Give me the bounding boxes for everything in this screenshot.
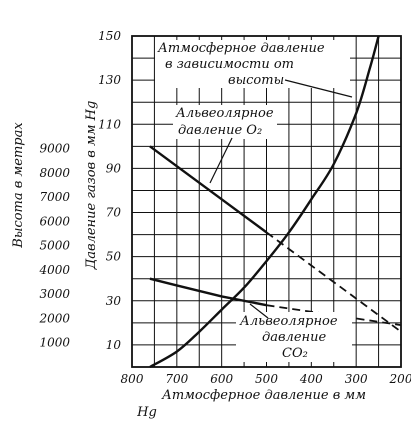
altitude-tick-label: 5000: [39, 239, 70, 253]
altitude-axis-label: Высота в метрах: [11, 122, 26, 249]
pressure-tick-label: 130: [98, 73, 121, 87]
annotation-o2: Альвеолярное давление O₂: [173, 105, 277, 184]
x-tick-label: 300: [345, 372, 368, 386]
annotation-o2-line2: давление O₂: [178, 123, 262, 138]
annotation-co2-line2: давление: [262, 330, 326, 345]
annotation-co2: Альвеолярное давление CO₂: [236, 303, 352, 362]
pressure-tick-label: 30: [106, 294, 122, 308]
altitude-tick-label: 1000: [39, 336, 70, 350]
plot-frame: [131, 35, 402, 368]
altitude-tick-label: 3000: [39, 287, 70, 301]
x-tick-label: 600: [210, 372, 233, 386]
x-tick-label: 500: [255, 372, 278, 386]
series-alveolar-co2: [149, 277, 267, 307]
annotation-co2-line3: CO₂: [282, 346, 308, 361]
altitude-tick-label: 6000: [39, 214, 70, 228]
annotation-co2-pointer: [249, 303, 269, 319]
x-tick-label: 800: [121, 372, 144, 386]
annotation-atm-pointer: [284, 79, 353, 98]
altitude-tick-label: 4000: [38, 263, 70, 277]
series-alveolar-o2: [149, 145, 268, 234]
x-axis-label-line1: Атмосферное давление в мм: [161, 388, 366, 403]
annotation-atmospheric: Атмосферное давление в зависимости от вы…: [155, 40, 353, 98]
pressure-tick-label: 90: [106, 161, 122, 175]
pressure-tick-label: 10: [106, 338, 122, 352]
curves: [149, 35, 402, 369]
annotation-o2-line1: Альвеолярное: [175, 106, 274, 121]
pressure-axis-label: Давление газов в мм Hg: [84, 101, 99, 271]
ticks: 800 700 600 500 400 300 200 10 30 50 70 90 110 130 150…: [38, 29, 411, 386]
series-atmospheric-pressure: [149, 35, 380, 369]
pressure-tick-label: 50: [106, 250, 122, 264]
pressure-tick-label: 70: [106, 206, 122, 220]
pressure-tick-label: 150: [98, 29, 121, 43]
x-tick-label: 700: [165, 372, 188, 386]
altitude-tick-label: 9000: [39, 142, 70, 156]
pressure-tick-label: 110: [98, 117, 121, 131]
altitude-tick-label: 7000: [39, 190, 70, 204]
x-tick-label: 400: [299, 372, 323, 386]
annotation-atm-line1: Атмосферное давление: [157, 41, 325, 56]
altitude-tick-label: 2000: [38, 311, 70, 325]
annotation-atm-line3: высоты: [228, 73, 284, 88]
annotation-atm-line2: в зависимости от: [165, 57, 294, 72]
altitude-tick-label: 8000: [39, 166, 70, 180]
series-alveolar-o2-extrapolated: [265, 231, 402, 333]
x-tick-label: 200: [389, 372, 411, 386]
annotation-co2-line1: Альвеолярное: [239, 314, 338, 329]
annotation-o2-pointer: [209, 137, 233, 184]
x-axis-label-line2: Hg: [136, 405, 157, 420]
